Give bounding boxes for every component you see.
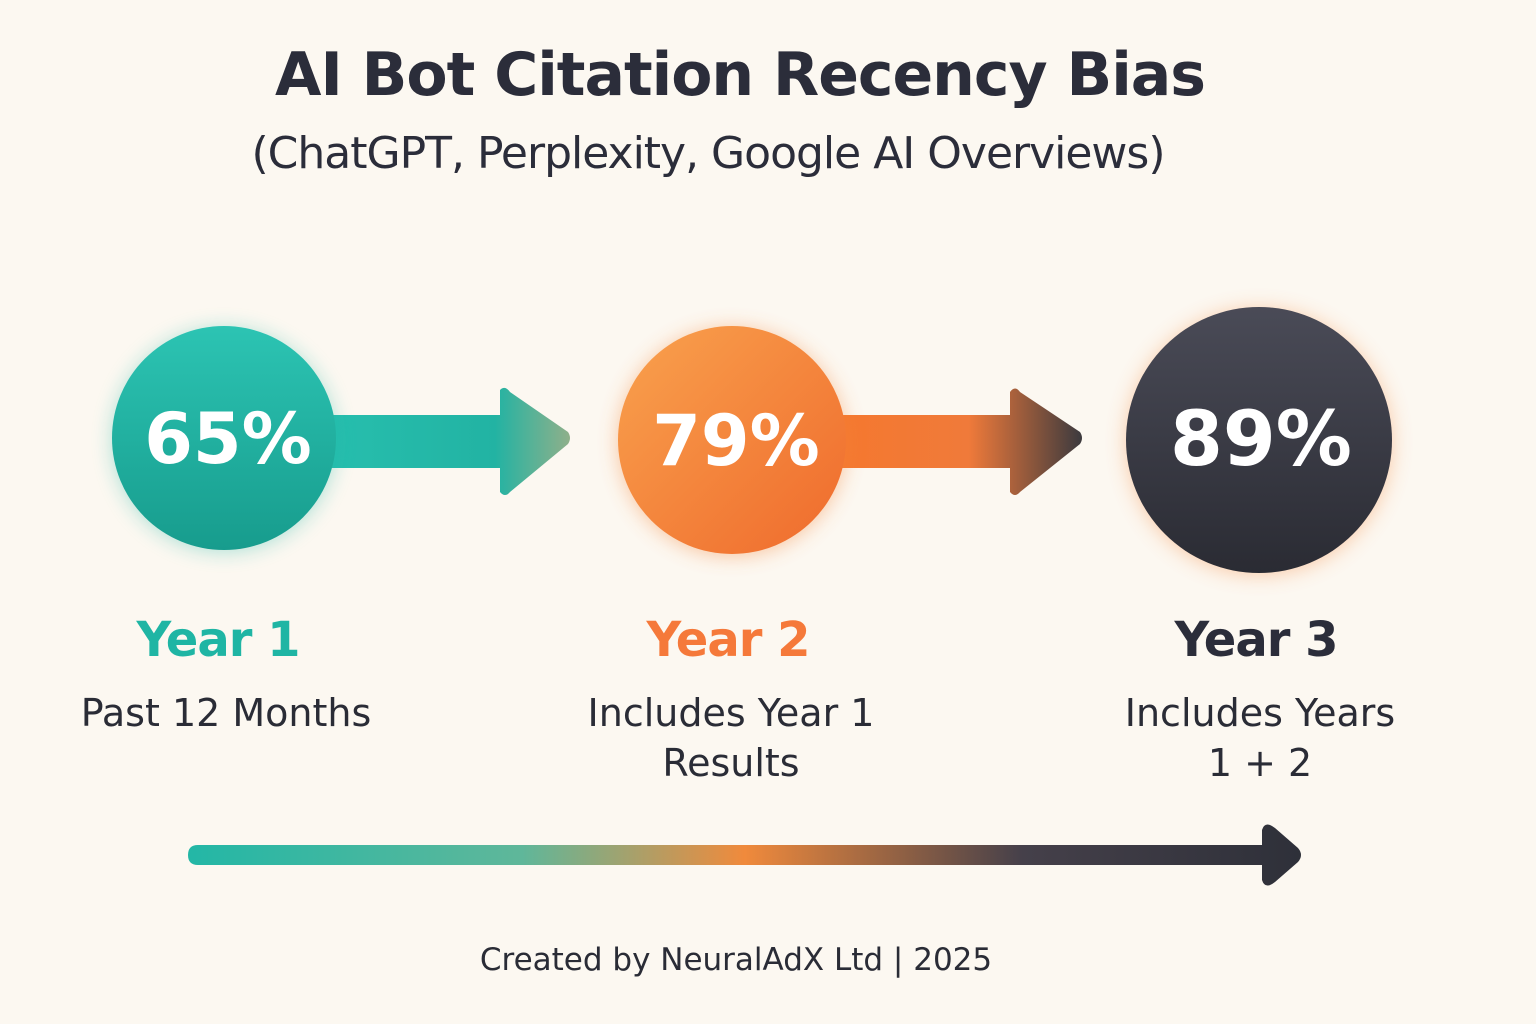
stage-2-circle: [618, 326, 846, 554]
arrow-2-icon: [830, 388, 1082, 495]
page-title: AI Bot Citation Recency Bias: [275, 40, 1206, 110]
stage-2-description: Includes Year 1 Results: [587, 691, 875, 785]
stage-2-value: 79%: [652, 400, 820, 482]
stage-3-circle: [1126, 307, 1392, 573]
stage-1-circle: [112, 326, 336, 550]
timeline-arrow-icon: [188, 824, 1301, 886]
arrow-1-icon: [320, 387, 570, 495]
stage-1-label: Year 1: [136, 612, 300, 668]
stage-3-value: 89%: [1170, 394, 1352, 483]
stage-1-value: 65%: [144, 398, 312, 480]
stage-3-description: Includes Years 1 + 2: [1124, 691, 1396, 785]
stage-2-label: Year 2: [646, 612, 810, 668]
stage-1-description: Past 12 Months: [80, 691, 372, 735]
footer-credit: Created by NeuralAdX Ltd | 2025: [479, 942, 993, 978]
stage-3-label: Year 3: [1174, 612, 1338, 668]
page-subtitle: (ChatGPT, Perplexity, Google AI Overview…: [251, 128, 1165, 179]
